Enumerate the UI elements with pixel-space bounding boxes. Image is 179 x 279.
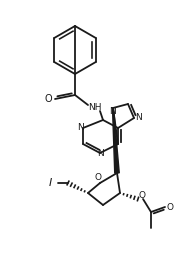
Text: N: N bbox=[110, 107, 116, 117]
Text: N: N bbox=[77, 124, 83, 133]
Polygon shape bbox=[112, 108, 119, 173]
Text: O: O bbox=[166, 203, 173, 213]
Text: I: I bbox=[48, 178, 52, 188]
Text: N: N bbox=[135, 112, 141, 121]
Text: N: N bbox=[97, 148, 103, 158]
Text: NH: NH bbox=[88, 104, 102, 112]
Text: O: O bbox=[139, 191, 146, 201]
Text: O: O bbox=[95, 174, 101, 182]
Text: O: O bbox=[44, 94, 52, 104]
